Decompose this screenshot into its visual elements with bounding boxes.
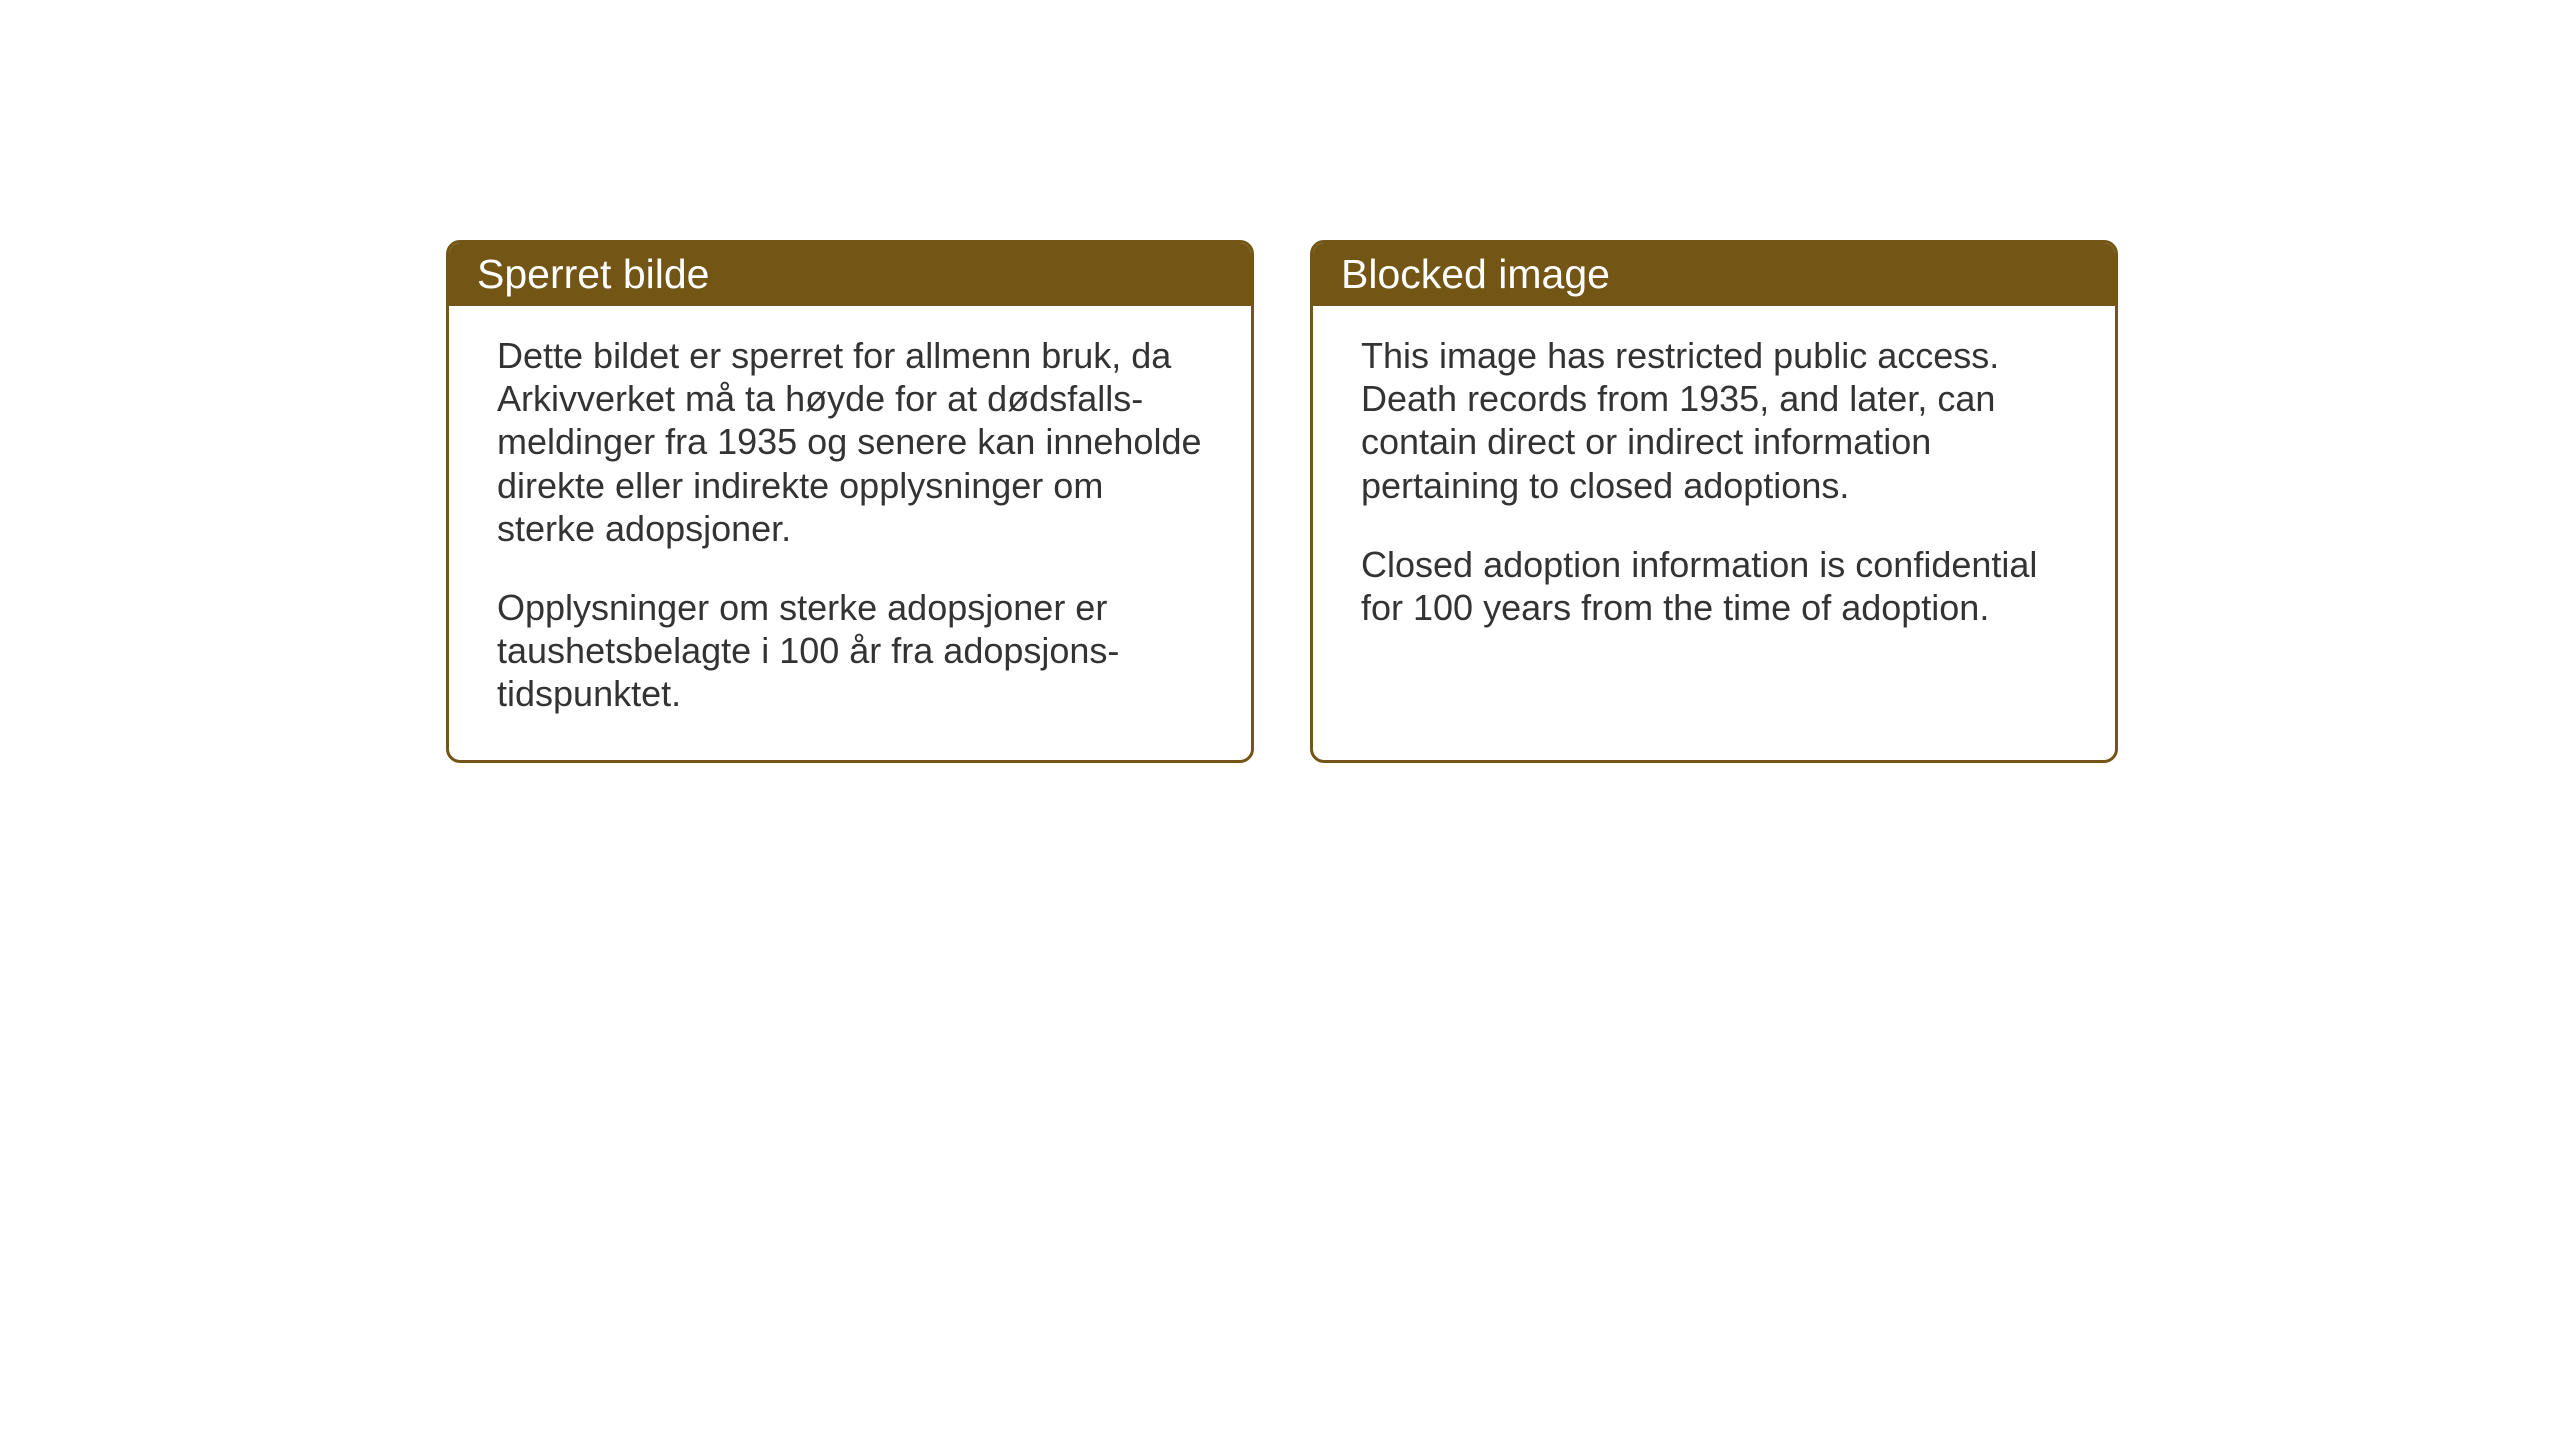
notice-para2-english: Closed adoption information is confident… [1361,543,2067,629]
notice-container: Sperret bilde Dette bildet er sperret fo… [446,240,2560,763]
notice-body-english: This image has restricted public access.… [1313,306,2115,673]
notice-para2-norwegian: Opplysninger om sterke adopsjoner er tau… [497,586,1203,716]
notice-para1-norwegian: Dette bildet er sperret for allmenn bruk… [497,334,1203,550]
notice-body-norwegian: Dette bildet er sperret for allmenn bruk… [449,306,1251,760]
notice-box-english: Blocked image This image has restricted … [1310,240,2118,763]
notice-header-norwegian: Sperret bilde [449,243,1251,306]
notice-para1-english: This image has restricted public access.… [1361,334,2067,507]
notice-header-english: Blocked image [1313,243,2115,306]
notice-box-norwegian: Sperret bilde Dette bildet er sperret fo… [446,240,1254,763]
